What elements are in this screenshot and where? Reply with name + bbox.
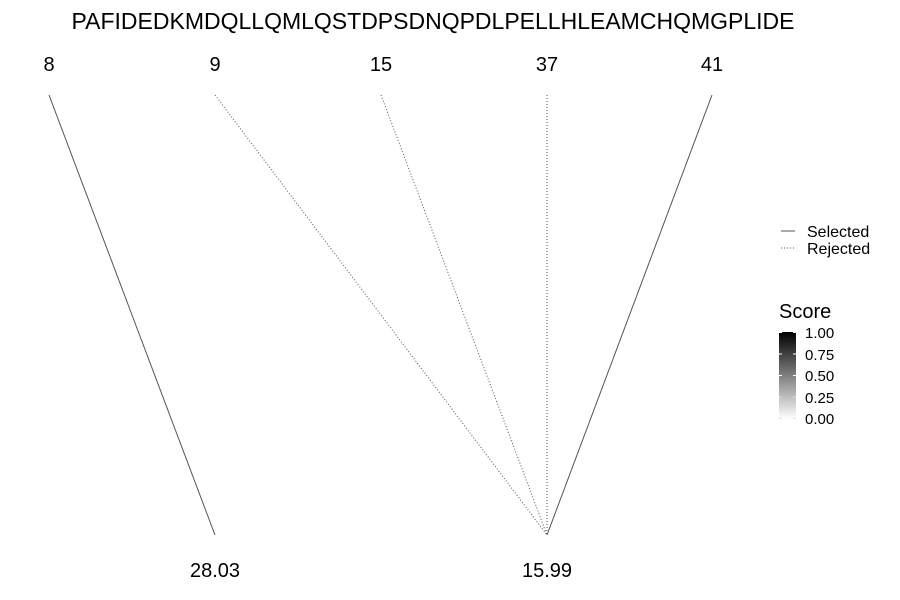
score-tick-1-00: 1.00 xyxy=(805,325,834,342)
peptide-sequence: PAFIDEDKMDQLLQMLQSTDPSDNQPDLPELLHLEAMCHQ… xyxy=(72,8,795,34)
site-links xyxy=(48,94,713,536)
link-9-to-15-99-rejected xyxy=(214,94,548,536)
site-label-9: 9 xyxy=(209,54,220,76)
score-tick-0-75: 0.75 xyxy=(805,347,834,364)
legend-rejected-label: Rejected xyxy=(807,241,870,258)
link-41-to-15-99-selected xyxy=(546,94,713,536)
link-8-to-28-03-selected xyxy=(48,94,216,536)
line-type-legend: Selected Rejected xyxy=(781,224,870,258)
score-legend-title: Score xyxy=(779,301,831,323)
target-label-28-03: 28.03 xyxy=(190,560,240,582)
link-15-to-15-99-rejected xyxy=(380,94,548,536)
site-label-41: 41 xyxy=(701,54,723,76)
score-colorbar xyxy=(779,332,796,419)
site-label-37: 37 xyxy=(536,54,558,76)
target-label-15-99: 15.99 xyxy=(522,560,572,582)
site-label-8: 8 xyxy=(43,54,54,76)
legend-selected-label: Selected xyxy=(807,224,869,241)
score-legend: Score 1.00 0.75 0.50 0.25 0.00 xyxy=(779,301,834,428)
score-tick-0-00: 0.00 xyxy=(805,411,834,428)
site-label-15: 15 xyxy=(370,54,392,76)
score-tick-0-25: 0.25 xyxy=(805,390,834,407)
target-labels: 28.03 15.99 xyxy=(190,560,572,582)
site-labels: 8 9 15 37 41 xyxy=(43,54,723,76)
score-tick-0-50: 0.50 xyxy=(805,368,834,385)
